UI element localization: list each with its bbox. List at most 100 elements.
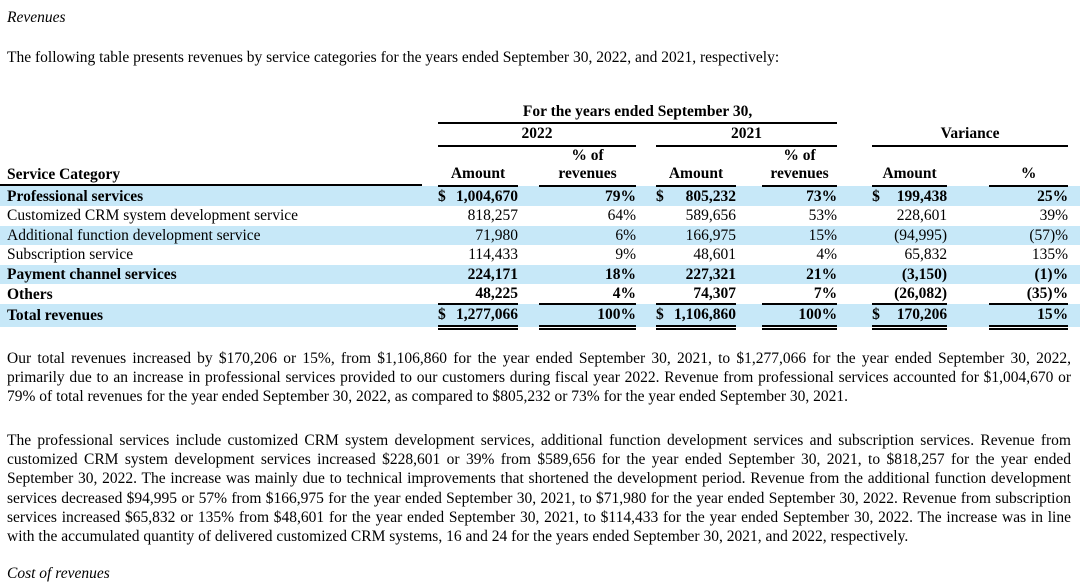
table-intro-text: The following table presents revenues by… xyxy=(7,49,780,66)
variance-amount-value: (26,082) xyxy=(894,285,948,303)
pct-2021-cell: 100% xyxy=(762,304,838,330)
pct-2022-cell: 100% xyxy=(539,304,636,330)
dollar-sign: $ xyxy=(656,188,664,205)
variance-amount-cell: $ 199,438 xyxy=(872,186,947,206)
gap-cell xyxy=(736,265,762,284)
amount-2022-header: Amount xyxy=(438,146,518,187)
table-row: Additional function development service … xyxy=(0,225,1080,246)
dollar-sign: $ xyxy=(438,306,446,324)
amount-2022-cell: 48,225 xyxy=(438,284,518,306)
gap-cell xyxy=(947,304,989,327)
pct-2021-cell: 73% xyxy=(806,188,838,205)
amount-2021-cell: $ 1,106,860 xyxy=(656,304,736,330)
dollar-sign: $ xyxy=(656,306,664,324)
table-row: Payment channel services 224,171 18% 227… xyxy=(0,264,1080,285)
gap-cell xyxy=(1068,245,1080,264)
gap-cell xyxy=(1068,123,1080,146)
variance-amount-value: 65,832 xyxy=(904,246,948,264)
year-2021-header: 2021 xyxy=(656,123,838,147)
revenues-section-heading: Revenues xyxy=(7,9,66,26)
gap-cell xyxy=(947,265,989,284)
gap-cell xyxy=(636,226,656,245)
amount-2022-value: 1,004,670 xyxy=(456,188,518,205)
variance-amount-header: Amount xyxy=(872,146,948,187)
amount-2021-value: 74,307 xyxy=(693,285,736,303)
category-cell: Others xyxy=(7,285,53,303)
variance-header: Variance xyxy=(872,123,1069,147)
pct-2022-cell: 64% xyxy=(607,207,636,225)
gap-cell xyxy=(636,284,656,304)
gap-cell xyxy=(636,123,656,146)
variance-amount-cell: $ 170,206 xyxy=(872,304,948,330)
amount-2022-value: 71,980 xyxy=(475,226,518,244)
amount-2021-value: 227,321 xyxy=(685,265,736,283)
amount-2021-value: 166,975 xyxy=(685,226,736,244)
gap-cell xyxy=(1068,284,1080,304)
gap-cell xyxy=(947,146,989,186)
gap-cell xyxy=(636,186,656,206)
gap-cell xyxy=(636,146,656,186)
gap-cell xyxy=(518,186,539,206)
gap-cell xyxy=(636,304,656,327)
revenues-by-service-category-table: For the years ended September 30, 2022 2… xyxy=(0,103,1080,330)
amount-2022-cell: 224,171 xyxy=(438,265,518,284)
variance-pct-header: % xyxy=(989,146,1069,187)
spanner-header-row: For the years ended September 30, xyxy=(0,103,1080,124)
variance-pct-cell: 39% xyxy=(1039,207,1069,225)
table-row: Customized CRM system development servic… xyxy=(0,206,1080,225)
gap-cell xyxy=(837,245,872,264)
gap-cell xyxy=(1068,304,1080,327)
pct-2021-cell: 53% xyxy=(808,207,838,225)
gap-cell xyxy=(837,284,872,304)
category-cell: Professional services xyxy=(7,187,144,205)
gap-cell xyxy=(736,226,762,245)
cost-of-revenues-heading: Cost of revenues xyxy=(7,564,110,582)
gap-cell xyxy=(1068,186,1080,206)
gap-cell xyxy=(736,186,762,206)
variance-amount-cell: (3,150) xyxy=(872,265,947,284)
gap-cell xyxy=(1068,146,1080,186)
pct-of-revenues-2021-header: % of revenues xyxy=(762,146,838,187)
gap-cell xyxy=(518,146,539,186)
pct-2022-cell: 79% xyxy=(605,188,636,205)
gap-cell xyxy=(947,206,989,225)
amount-2021-value: 48,601 xyxy=(693,246,736,264)
amount-2022-cell: $ 1,004,670 xyxy=(438,186,518,206)
variance-amount-value: (94,995) xyxy=(894,226,948,244)
pct-2021-cell: 4% xyxy=(816,246,838,264)
variance-pct-cell: (1)% xyxy=(1034,265,1069,283)
amount-2022-value: 1,277,066 xyxy=(456,306,518,324)
amount-2021-cell: 166,975 xyxy=(656,226,736,245)
variance-amount-value: 199,438 xyxy=(896,188,948,205)
amount-2021-header: Amount xyxy=(656,146,736,187)
gap-cell xyxy=(947,284,989,304)
gap-cell xyxy=(518,206,539,225)
amount-2021-value: 589,656 xyxy=(685,207,736,225)
pct-2021-cell: 7% xyxy=(762,284,838,306)
gap-cell xyxy=(837,265,872,284)
variance-amount-value: 228,601 xyxy=(896,207,948,225)
table-row: Others 48,225 4% 74,307 7% xyxy=(0,284,1080,306)
gap-cell xyxy=(518,265,539,284)
gap-cell xyxy=(636,206,656,225)
gap-cell xyxy=(837,226,872,245)
amount-2022-value: 224,171 xyxy=(467,265,518,283)
variance-pct-cell: (35)% xyxy=(989,284,1069,306)
amount-2022-cell: 71,980 xyxy=(438,226,518,245)
empty-cell xyxy=(837,103,1080,123)
gap-cell xyxy=(947,245,989,264)
amount-2022-value: 818,257 xyxy=(467,207,518,225)
column-header-row: Service Category Amount % of revenues Am… xyxy=(0,146,1080,187)
gap-cell xyxy=(1068,265,1080,284)
gap-cell xyxy=(518,245,539,264)
amount-2021-cell: 48,601 xyxy=(656,245,736,264)
year-group-header-row: 2022 2021 Variance xyxy=(0,123,1080,147)
variance-amount-value: (3,150) xyxy=(901,265,948,283)
category-cell: Payment channel services xyxy=(7,265,177,283)
variance-amount-value: 170,206 xyxy=(896,306,948,324)
amount-2022-value: 48,225 xyxy=(475,285,518,303)
gap-cell xyxy=(947,226,989,245)
gap-cell xyxy=(736,245,762,264)
table-row: Professional services $ 1,004,670 79% $ … xyxy=(0,186,1080,207)
pct-of-revenues-2022-header: % of revenues xyxy=(539,146,636,187)
